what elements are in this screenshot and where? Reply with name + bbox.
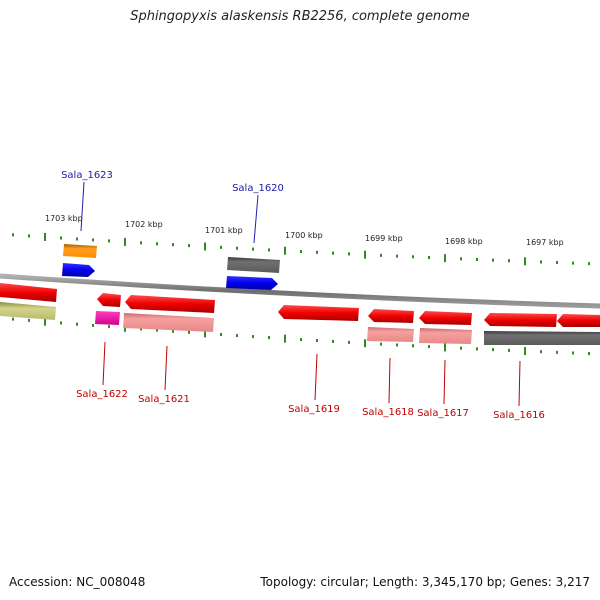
- leader-line: [253, 194, 259, 244]
- scale-labels: 1703 kbp 1702 kbp 1701 kbp 1700 kbp 1699…: [45, 214, 564, 247]
- gene-label-sala-1617[interactable]: Sala_1617: [417, 408, 469, 419]
- gene-arrow-red-sala-1621[interactable]: [125, 295, 215, 313]
- accession-text: Accession: NC_008048: [9, 575, 146, 589]
- gene-arrow-blue[interactable]: [62, 263, 95, 277]
- gene-feature-dark[interactable]: [484, 331, 600, 345]
- gene-arrow-red-edge[interactable]: [557, 314, 600, 327]
- outer-tick-arc: [12, 232, 590, 266]
- gene-label-sala-1623[interactable]: Sala_1623: [61, 170, 113, 181]
- gene-label-sala-1622[interactable]: Sala_1622: [76, 389, 128, 400]
- scale-label: 1703 kbp: [45, 214, 83, 223]
- scale-label: 1699 kbp: [365, 234, 403, 243]
- minus-strand-features: [0, 283, 600, 345]
- scale-label: 1700 kbp: [285, 231, 323, 240]
- leader-line: [443, 359, 446, 405]
- gene-label-sala-1619[interactable]: Sala_1619: [288, 404, 340, 415]
- label-leaders: [80, 181, 521, 407]
- scale-label: 1698 kbp: [445, 237, 483, 246]
- leader-line: [164, 345, 168, 391]
- gene-arrow-red-sala-1619[interactable]: [278, 305, 359, 321]
- leader-line: [518, 360, 521, 407]
- gene-label-sala-1620[interactable]: Sala_1620: [232, 183, 284, 194]
- gene-label-sala-1621[interactable]: Sala_1621: [138, 394, 190, 405]
- gene-feature-dark[interactable]: [227, 257, 280, 273]
- gene-feature-olive[interactable]: [0, 302, 56, 320]
- gene-arrow-red[interactable]: [0, 283, 57, 302]
- scale-label: 1701 kbp: [205, 226, 243, 235]
- genome-summary-text: Topology: circular; Length: 3,345,170 bp…: [260, 575, 590, 589]
- map-title: Sphingopyxis alaskensis RB2256, complete…: [130, 9, 470, 24]
- gene-feature-pink[interactable]: [419, 328, 472, 344]
- gene-feature-pink[interactable]: [123, 313, 214, 332]
- gene-label-sala-1618[interactable]: Sala_1618: [362, 407, 414, 418]
- gene-arrow-red-sala-1622[interactable]: [97, 293, 121, 307]
- gene-feature-magenta[interactable]: [95, 311, 120, 325]
- gene-arrow-red-sala-1618[interactable]: [368, 309, 414, 323]
- genome-backbone: [0, 273, 600, 309]
- gene-feature-orange[interactable]: [63, 244, 97, 258]
- gene-labels: Sala_1623 Sala_1620 Sala_1622 Sala_1621 …: [61, 170, 545, 421]
- leader-line: [80, 181, 85, 232]
- leader-line: [102, 341, 106, 386]
- gene-arrow-red-sala-1616[interactable]: [484, 313, 557, 327]
- plus-strand-features: [62, 244, 280, 290]
- gene-label-sala-1616[interactable]: Sala_1616: [493, 410, 545, 421]
- leader-line: [314, 353, 318, 401]
- gene-arrow-red-sala-1617[interactable]: [419, 311, 472, 325]
- leader-line: [388, 357, 391, 404]
- scale-label: 1702 kbp: [125, 220, 163, 229]
- gene-feature-pink[interactable]: [367, 327, 414, 342]
- gene-arrow-blue-sala-1620[interactable]: [226, 276, 278, 290]
- scale-label: 1697 kbp: [526, 238, 564, 247]
